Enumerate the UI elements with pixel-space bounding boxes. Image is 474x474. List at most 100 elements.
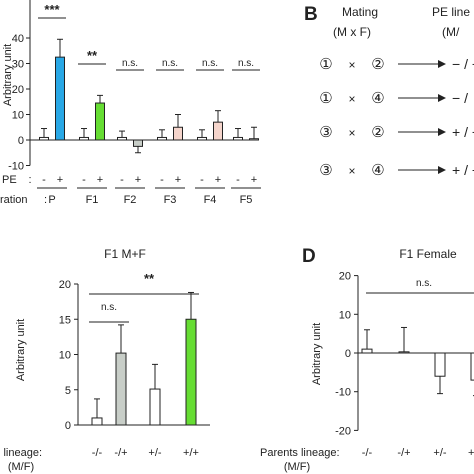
bar-pe-minus <box>117 136 127 141</box>
female-parent-label: ④ <box>371 162 384 179</box>
y-tick-label: 20 <box>12 84 24 96</box>
panel-d-letter: D <box>302 246 316 267</box>
x-tick-label: +/+ <box>468 447 474 459</box>
generation-row-label: ration <box>0 194 28 206</box>
cross-symbol: × <box>348 164 355 178</box>
cross-symbol: × <box>348 92 355 106</box>
x-tick-label: +/- <box>433 447 446 459</box>
arrow-head <box>438 94 446 102</box>
pe-sign-label: + <box>215 174 221 186</box>
panel-c-xlabel: Parents lineage: <box>0 447 42 459</box>
bar <box>434 352 446 377</box>
pe-sign-label: - <box>82 174 86 186</box>
bar <box>470 352 474 381</box>
pe-sign-label: - <box>120 174 124 186</box>
significance-label: n.s. <box>238 58 254 69</box>
y-tick-label: 0 <box>65 420 71 432</box>
bar-pe-plus <box>95 102 105 141</box>
cross-symbol: × <box>348 58 355 72</box>
male-parent-label: ① <box>319 90 332 107</box>
arrow-head <box>438 166 446 174</box>
panel-d-xlabel-sub: (M/F) <box>284 461 310 473</box>
pe-lineage-result: − / <box>452 90 468 106</box>
y-tick-label: -10 <box>8 161 24 173</box>
bar-pe-minus <box>79 136 89 141</box>
pe-sign-label: - <box>160 174 164 186</box>
male-parent-label: ③ <box>319 124 332 141</box>
bar <box>115 352 127 426</box>
colon: : <box>28 174 31 186</box>
significance-label: ** <box>87 48 98 63</box>
y-tick-label: 0 <box>18 135 24 147</box>
cross-symbol: × <box>348 126 355 140</box>
bar-pe-minus <box>233 136 243 141</box>
female-parent-label: ② <box>371 124 384 141</box>
panel-d-xlabel: Parents lineage: <box>260 447 340 459</box>
y-tick-label: 30 <box>12 59 24 71</box>
significance-label: n.s. <box>202 58 218 69</box>
male-parent-label: ① <box>319 56 332 73</box>
y-tick-label: 40 <box>12 33 24 45</box>
mating-title: Mating <box>342 5 378 19</box>
generation-label: F5 <box>240 194 253 206</box>
generation-label: F3 <box>164 194 177 206</box>
bar-pe-plus <box>213 121 223 141</box>
bar-pe-plus <box>133 139 143 147</box>
significance-label: *** <box>44 2 60 17</box>
male-parent-label: ③ <box>319 162 332 179</box>
bar <box>185 318 197 426</box>
panel-d-chart: -20 -10 0 10 20 -/- -/+ +/- +/+ n.s. <box>335 271 474 459</box>
significance-label: ** <box>144 271 155 286</box>
pe-row-label: PE <box>2 174 17 186</box>
bar <box>398 351 410 354</box>
pe-sign-label: - <box>200 174 204 186</box>
panel-c-chart: 0 5 10 15 20 -/- -/+ +/- +/+ (M/F) n.s. ** <box>8 271 210 473</box>
x-tick-label: -/+ <box>114 447 127 459</box>
bar <box>361 348 373 354</box>
y-tick-label: 10 <box>59 350 71 362</box>
panel-a-ylabel: Arbitrary unit <box>2 44 14 106</box>
panel-c-title: F1 M+F <box>104 247 146 261</box>
y-tick-label: 0 <box>345 348 351 360</box>
y-tick-label: 5 <box>65 385 71 397</box>
significance-label: n.s. <box>416 278 432 289</box>
bar-pe-minus <box>39 136 49 141</box>
significance-label: n.s. <box>162 58 178 69</box>
pe-sign-label: + <box>97 174 103 186</box>
generation-label: F4 <box>204 194 217 206</box>
bar-pe-plus <box>55 56 65 141</box>
female-parent-label: ④ <box>371 90 384 107</box>
bar-pe-plus <box>173 126 183 141</box>
female-parent-label: ② <box>371 56 384 73</box>
x-tick-label: +/- <box>148 447 161 459</box>
y-tick-label: 10 <box>12 110 24 122</box>
y-tick-label: 20 <box>339 271 351 283</box>
colon: : <box>44 194 47 206</box>
x-tick-label: -/- <box>362 447 373 459</box>
pe-sign-label: + <box>57 174 63 186</box>
panel-d-ylabel: Arbitrary unit <box>311 323 323 385</box>
bar-pe-minus <box>197 136 207 141</box>
arrow-head <box>438 128 446 136</box>
pe-sign-label: + <box>251 174 257 186</box>
pe-line-title: PE line <box>432 5 470 19</box>
generation-label: F2 <box>124 194 137 206</box>
pe-sign-label: + <box>135 174 141 186</box>
panel-c-ylabel: Arbitrary unit <box>15 319 27 381</box>
bar <box>91 417 103 426</box>
y-tick-label: 15 <box>59 314 71 326</box>
generation-label: P <box>48 194 55 206</box>
x-tick-label: +/+ <box>183 447 199 459</box>
y-tick-label: 20 <box>59 279 71 291</box>
pe-lineage-result: + / + <box>452 162 474 178</box>
x-axis-sublabel: (M/F) <box>8 461 34 473</box>
bar-pe-minus <box>157 136 167 141</box>
significance-label: n.s. <box>122 58 138 69</box>
panel-b-letter: B <box>304 4 318 25</box>
mating-subtitle: (M x F) <box>333 25 371 39</box>
x-tick-label: -/+ <box>397 447 410 459</box>
pe-sign-label: - <box>236 174 240 186</box>
y-tick-label: -10 <box>335 387 351 399</box>
